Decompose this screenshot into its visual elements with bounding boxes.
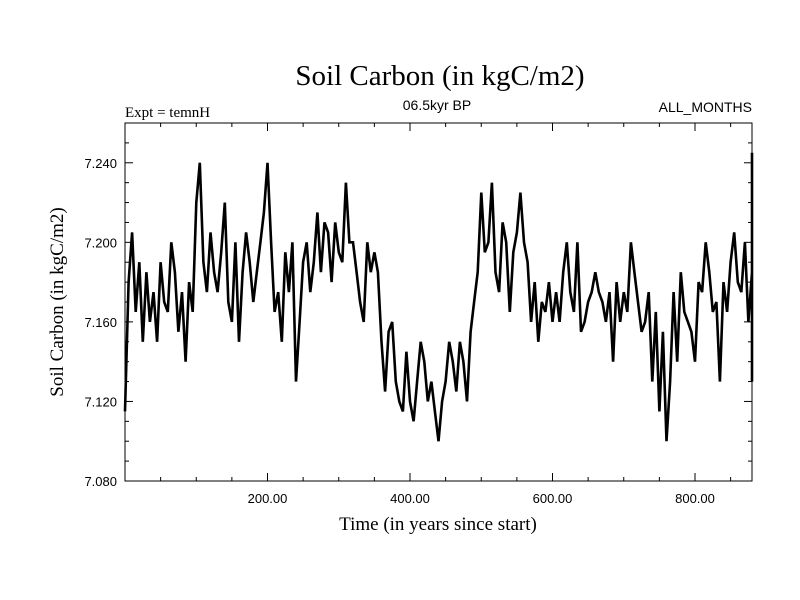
y-tick-label: 7.080 bbox=[84, 474, 117, 489]
x-tick-label: 200.00 bbox=[248, 491, 288, 506]
y-tick-label: 7.200 bbox=[84, 235, 117, 250]
y-tick-label: 7.240 bbox=[84, 156, 117, 171]
y-tick-label: 7.160 bbox=[84, 315, 117, 330]
x-tick-label: 400.00 bbox=[390, 491, 430, 506]
months-label: ALL_MONTHS bbox=[659, 99, 752, 115]
x-tick-label: 800.00 bbox=[675, 491, 715, 506]
y-tick-label: 7.120 bbox=[84, 394, 117, 409]
chart-title: Soil Carbon (in kgC/m2) bbox=[295, 60, 584, 92]
soil-carbon-series-line bbox=[123, 152, 754, 442]
experiment-label: Expt = temnH bbox=[125, 105, 210, 121]
y-axis-label: Soil Carbon (in kgC/m2) bbox=[47, 207, 68, 396]
x-tick-label: 600.00 bbox=[533, 491, 573, 506]
period-label: 06.5kyr BP bbox=[403, 97, 471, 113]
y-axis: 7.080 7.120 7.160 7.200 7.240 bbox=[84, 122, 752, 489]
x-axis-label: Time (in years since start) bbox=[339, 514, 537, 535]
x-axis: 200.00 400.00 600.00 800.00 bbox=[160, 123, 732, 506]
